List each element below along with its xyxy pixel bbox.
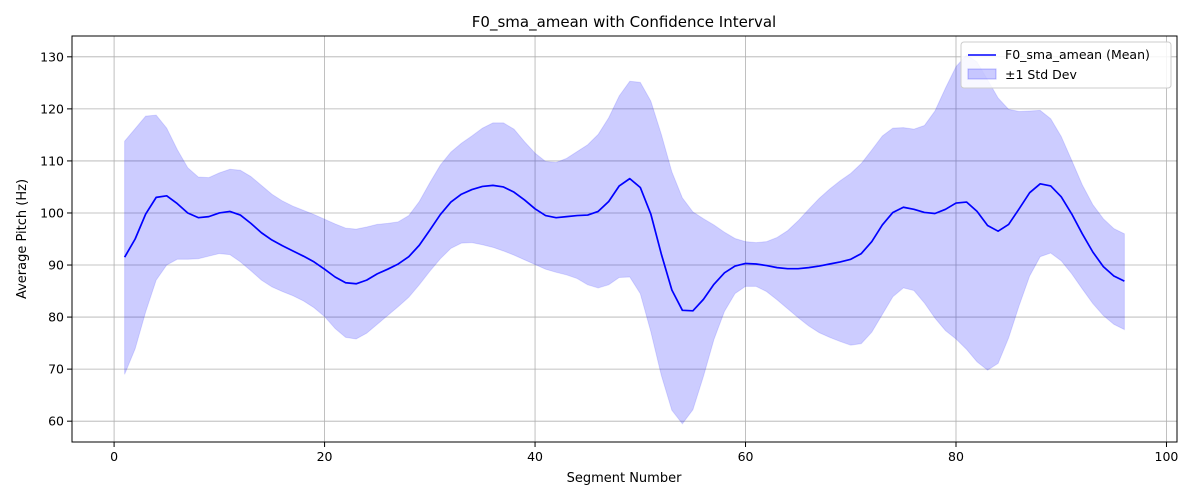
std-band-layer xyxy=(124,54,1125,425)
x-tick-label: 100 xyxy=(1155,449,1179,464)
y-axis-ticks: 60 70 80 90 100 110 120 130 xyxy=(40,49,72,429)
x-tick-label: 80 xyxy=(948,449,964,464)
legend: F0_sma_amean (Mean) ±1 Std Dev xyxy=(960,41,1172,89)
x-tick-label: 40 xyxy=(527,449,543,464)
y-tick-label: 80 xyxy=(48,310,64,325)
y-tick-label: 90 xyxy=(48,258,64,273)
y-axis-label: Average Pitch (Hz) xyxy=(15,179,30,299)
y-tick-label: 70 xyxy=(48,362,64,377)
y-tick-label: 130 xyxy=(40,49,64,64)
mean-line-layer xyxy=(123,177,1125,312)
plot-frame xyxy=(71,35,1178,443)
grid xyxy=(72,36,1177,442)
x-tick-label: 0 xyxy=(110,449,118,464)
legend-label-band: ±1 Std Dev xyxy=(1005,67,1077,82)
x-tick-label: 60 xyxy=(738,449,754,464)
x-axis-ticks: 0 20 40 60 80 100 xyxy=(110,442,1178,464)
chart-title: F0_sma_amean with Confidence Interval xyxy=(472,13,776,32)
x-tick-label: 20 xyxy=(317,449,333,464)
y-tick-label: 110 xyxy=(40,153,64,168)
y-tick-label: 100 xyxy=(40,205,64,220)
y-tick-label: 120 xyxy=(40,101,64,116)
legend-label-mean: F0_sma_amean (Mean) xyxy=(1005,47,1150,62)
y-tick-label: 60 xyxy=(48,414,64,429)
legend-band-swatch xyxy=(967,68,997,80)
legend-box xyxy=(960,41,1172,89)
mean-line xyxy=(123,177,1125,312)
std-dev-band xyxy=(124,54,1125,425)
x-axis-label: Segment Number xyxy=(567,471,683,486)
